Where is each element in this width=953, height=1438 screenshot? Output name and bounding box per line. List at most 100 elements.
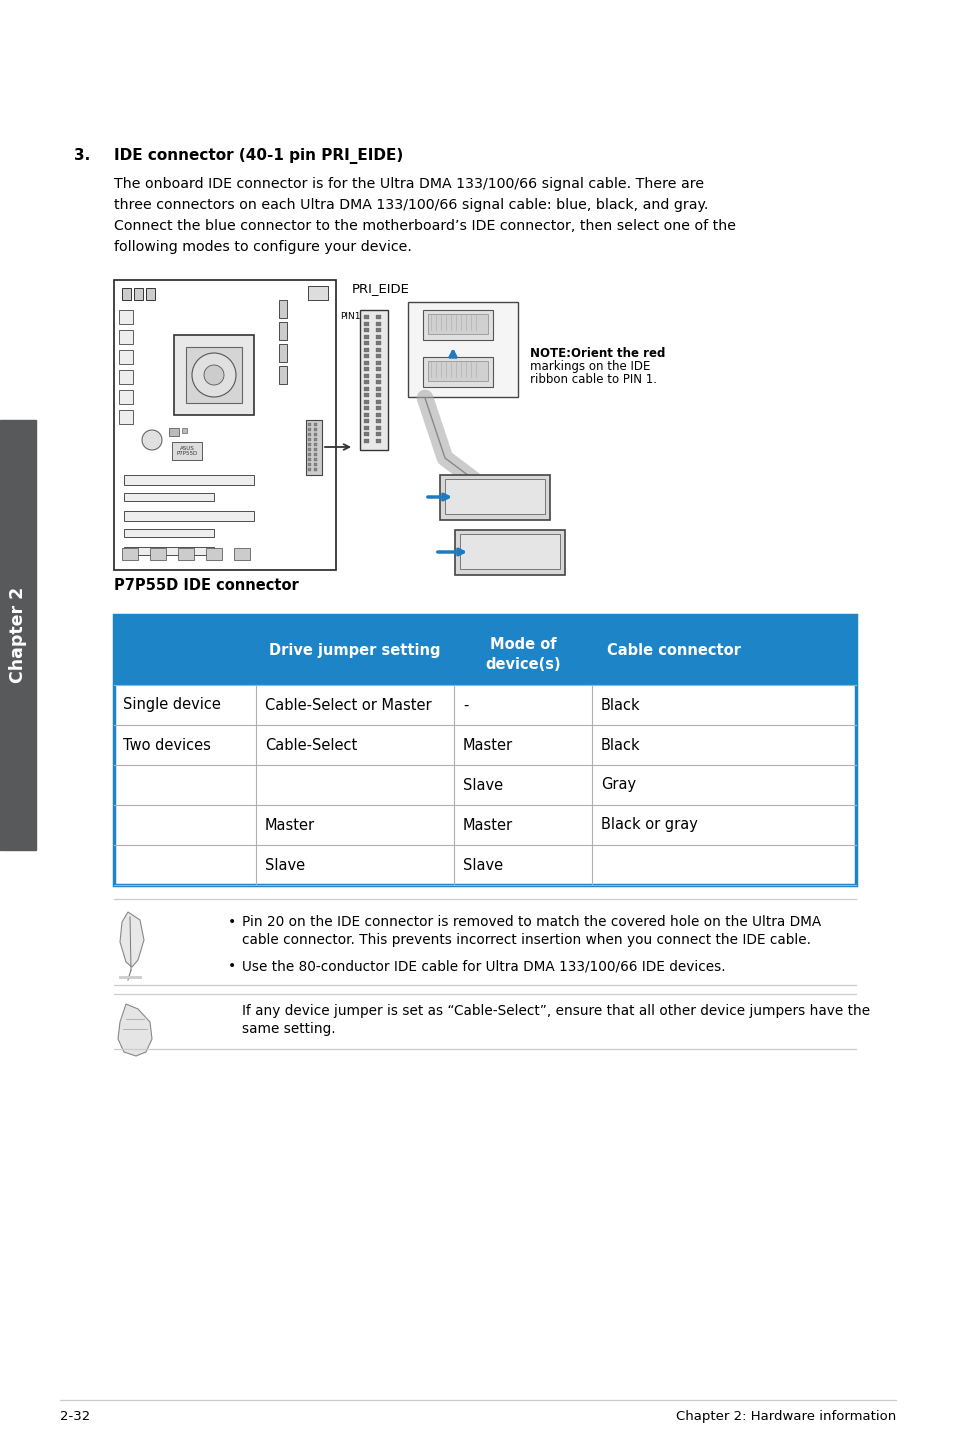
Bar [172, 441, 202, 460]
Bar [206, 548, 222, 559]
Bar [314, 453, 316, 456]
Bar [364, 367, 369, 371]
Bar [375, 413, 380, 417]
Bar [314, 423, 316, 426]
Bar [364, 387, 369, 391]
Bar [364, 406, 369, 410]
Text: Cable connector: Cable connector [606, 643, 740, 659]
Bar [113, 765, 855, 805]
Bar [364, 439, 369, 443]
Text: Black: Black [600, 738, 640, 752]
Bar [113, 615, 855, 684]
Bar [308, 443, 311, 446]
Bar [308, 457, 311, 462]
Bar [428, 361, 488, 381]
Bar [375, 393, 380, 397]
Text: Mode of: Mode of [489, 637, 556, 651]
Bar [278, 367, 287, 384]
Bar [439, 475, 550, 521]
Text: ribbon cable to PIN 1.: ribbon cable to PIN 1. [530, 372, 657, 385]
Bar [113, 805, 855, 846]
Bar [113, 684, 855, 725]
Bar [375, 341, 380, 345]
Bar [308, 453, 311, 456]
Bar [375, 380, 380, 384]
Text: The onboard IDE connector is for the Ultra DMA 133/100/66 signal cable. There ar: The onboard IDE connector is for the Ult… [113, 177, 703, 191]
Bar [375, 374, 380, 378]
Bar [124, 493, 213, 500]
Text: PIN1: PIN1 [339, 312, 360, 321]
Text: ASUS
P7P55D: ASUS P7P55D [176, 446, 197, 456]
Bar [113, 615, 855, 884]
Text: Pin 20 on the IDE connector is removed to match the covered hole on the Ultra DM: Pin 20 on the IDE connector is removed t… [242, 915, 821, 929]
Text: Slave: Slave [265, 857, 305, 873]
Bar [113, 725, 855, 765]
Bar [459, 533, 559, 569]
Circle shape [192, 352, 235, 397]
Bar [124, 529, 213, 536]
Bar [375, 387, 380, 391]
Bar [119, 390, 132, 404]
Bar [375, 426, 380, 430]
Bar [314, 429, 316, 431]
Text: device(s): device(s) [485, 657, 560, 672]
Bar [306, 420, 322, 475]
Text: Drive jumper setting: Drive jumper setting [269, 643, 440, 659]
Bar [364, 354, 369, 358]
Text: •: • [228, 915, 236, 929]
Text: markings on the IDE: markings on the IDE [530, 360, 650, 372]
Bar [308, 439, 311, 441]
Bar [364, 431, 369, 436]
Text: If any device jumper is set as “Cable-Select”, ensure that all other device jump: If any device jumper is set as “Cable-Se… [242, 1004, 869, 1018]
Bar [0, 420, 36, 850]
Text: Master: Master [462, 817, 513, 833]
Text: Master: Master [462, 738, 513, 752]
Text: Connect the blue connector to the motherboard’s IDE connector, then select one o: Connect the blue connector to the mother… [113, 219, 735, 233]
Bar [314, 433, 316, 436]
Bar [124, 510, 253, 521]
Text: Black or gray: Black or gray [600, 817, 698, 833]
Bar [375, 335, 380, 338]
Bar [113, 280, 335, 569]
Text: Two devices: Two devices [123, 738, 211, 752]
Bar [119, 370, 132, 384]
Text: NOTE:Orient the red: NOTE:Orient the red [530, 347, 664, 360]
Bar [455, 531, 564, 575]
Bar [150, 548, 166, 559]
Bar [364, 380, 369, 384]
Bar [119, 410, 132, 424]
Text: Black: Black [600, 697, 640, 712]
Text: Cable-Select or Master: Cable-Select or Master [265, 697, 431, 712]
Text: Chapter 2: Chapter 2 [9, 587, 27, 683]
Bar [124, 475, 253, 485]
Bar [364, 361, 369, 364]
Bar [133, 288, 143, 301]
Bar [375, 348, 380, 351]
Bar [119, 349, 132, 364]
Text: Master: Master [265, 817, 314, 833]
Bar [364, 341, 369, 345]
Bar [359, 311, 388, 450]
Bar [146, 288, 154, 301]
Polygon shape [118, 1004, 152, 1055]
Bar [428, 313, 488, 334]
Text: •: • [228, 959, 236, 974]
Text: P7P55D IDE connector: P7P55D IDE connector [113, 578, 298, 592]
Bar [314, 457, 316, 462]
Bar [233, 548, 250, 559]
Bar [314, 467, 316, 472]
Bar [122, 548, 138, 559]
Bar [314, 449, 316, 452]
Bar [308, 449, 311, 452]
Bar [308, 286, 328, 301]
Bar [375, 418, 380, 423]
Bar [364, 400, 369, 404]
Bar [314, 439, 316, 441]
Bar [444, 479, 544, 513]
Bar [364, 393, 369, 397]
Bar [364, 328, 369, 332]
Bar [364, 335, 369, 338]
Bar [169, 429, 179, 436]
Bar [375, 431, 380, 436]
Bar [364, 348, 369, 351]
